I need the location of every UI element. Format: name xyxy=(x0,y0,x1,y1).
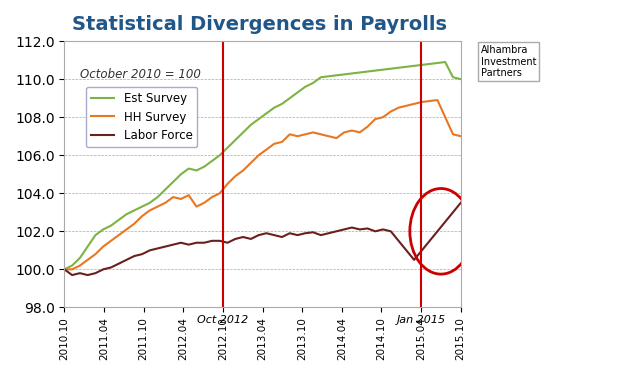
Labor Force xyxy=(433,229,441,234)
Est Survey xyxy=(317,75,325,80)
HH Survey xyxy=(60,267,68,272)
Text: Jan 2015: Jan 2015 xyxy=(397,315,445,325)
Labor Force xyxy=(325,231,333,236)
Line: Est Survey: Est Survey xyxy=(64,62,461,269)
Labor Force xyxy=(60,267,68,272)
Line: Labor Force: Labor Force xyxy=(64,203,461,275)
HH Survey xyxy=(433,98,441,102)
Est Survey xyxy=(442,60,449,64)
HH Survey xyxy=(457,134,465,138)
Text: October 2010 = 100: October 2010 = 100 xyxy=(80,68,201,81)
Labor Force xyxy=(457,201,465,205)
HH Survey xyxy=(201,201,208,205)
Est Survey xyxy=(457,77,465,81)
HH Survey xyxy=(301,132,309,136)
Legend: Est Survey, HH Survey, Labor Force: Est Survey, HH Survey, Labor Force xyxy=(86,87,197,147)
Text: Statistical Divergences in Payrolls: Statistical Divergences in Payrolls xyxy=(72,15,447,34)
HH Survey xyxy=(317,132,325,136)
Labor Force xyxy=(309,230,317,234)
Labor Force xyxy=(69,273,76,278)
Text: Oct 2012: Oct 2012 xyxy=(197,315,249,325)
HH Survey xyxy=(247,160,254,165)
Est Survey xyxy=(201,164,208,169)
Labor Force xyxy=(99,267,107,272)
HH Survey xyxy=(426,99,433,103)
Est Survey xyxy=(247,123,254,127)
Est Survey xyxy=(92,233,99,237)
Line: HH Survey: HH Survey xyxy=(64,100,461,269)
HH Survey xyxy=(92,252,99,257)
Est Survey xyxy=(60,267,68,272)
Est Survey xyxy=(426,62,433,66)
Labor Force xyxy=(255,233,263,237)
Labor Force xyxy=(208,238,216,243)
Text: Alhambra
Investment
Partners: Alhambra Investment Partners xyxy=(481,45,537,78)
Est Survey xyxy=(301,84,309,89)
